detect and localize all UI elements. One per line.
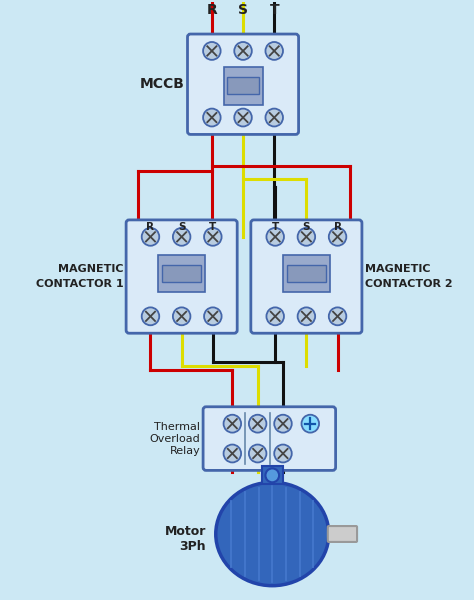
Text: MAGNETIC: MAGNETIC bbox=[58, 263, 123, 274]
Text: Relay: Relay bbox=[169, 446, 200, 455]
Text: T: T bbox=[269, 3, 279, 17]
Circle shape bbox=[203, 109, 220, 127]
Circle shape bbox=[142, 228, 159, 246]
Circle shape bbox=[224, 445, 241, 463]
Text: R: R bbox=[146, 222, 155, 232]
Bar bbox=[283, 254, 330, 292]
Text: Motor
3Ph: Motor 3Ph bbox=[164, 525, 206, 553]
Bar bbox=[162, 265, 201, 282]
Text: R: R bbox=[207, 3, 217, 17]
Circle shape bbox=[298, 228, 315, 246]
FancyBboxPatch shape bbox=[188, 34, 299, 134]
Text: S: S bbox=[178, 222, 185, 232]
Circle shape bbox=[173, 307, 191, 325]
Bar bbox=[158, 254, 205, 292]
Text: S: S bbox=[238, 3, 248, 17]
Text: CONTACTOR 1: CONTACTOR 1 bbox=[36, 278, 123, 289]
Text: Overload: Overload bbox=[149, 434, 200, 443]
FancyBboxPatch shape bbox=[251, 220, 362, 333]
Text: T: T bbox=[272, 222, 279, 232]
Bar bbox=[287, 265, 326, 282]
Bar bbox=[228, 77, 259, 94]
FancyBboxPatch shape bbox=[328, 526, 357, 542]
Circle shape bbox=[224, 415, 241, 433]
Ellipse shape bbox=[216, 482, 329, 586]
Circle shape bbox=[298, 307, 315, 325]
Circle shape bbox=[234, 42, 252, 60]
FancyBboxPatch shape bbox=[126, 220, 237, 333]
Circle shape bbox=[249, 445, 266, 463]
Text: S: S bbox=[302, 222, 310, 232]
Circle shape bbox=[203, 42, 220, 60]
Circle shape bbox=[249, 415, 266, 433]
Circle shape bbox=[329, 307, 346, 325]
Circle shape bbox=[301, 415, 319, 433]
Circle shape bbox=[266, 228, 284, 246]
Circle shape bbox=[173, 228, 191, 246]
Circle shape bbox=[265, 109, 283, 127]
Circle shape bbox=[274, 445, 292, 463]
Text: CONTACTOR 2: CONTACTOR 2 bbox=[365, 278, 453, 289]
Circle shape bbox=[204, 307, 222, 325]
Circle shape bbox=[265, 42, 283, 60]
Text: MCCB: MCCB bbox=[140, 77, 184, 91]
Circle shape bbox=[265, 469, 279, 482]
Bar bbox=[262, 466, 283, 484]
Circle shape bbox=[266, 307, 284, 325]
Text: MAGNETIC: MAGNETIC bbox=[365, 263, 430, 274]
Circle shape bbox=[204, 228, 222, 246]
Circle shape bbox=[329, 228, 346, 246]
Text: R: R bbox=[334, 222, 342, 232]
Circle shape bbox=[142, 307, 159, 325]
Bar bbox=[224, 67, 263, 104]
Circle shape bbox=[234, 109, 252, 127]
FancyBboxPatch shape bbox=[203, 407, 336, 470]
Circle shape bbox=[274, 415, 292, 433]
Text: T: T bbox=[209, 222, 217, 232]
Text: Thermal: Thermal bbox=[154, 422, 200, 431]
